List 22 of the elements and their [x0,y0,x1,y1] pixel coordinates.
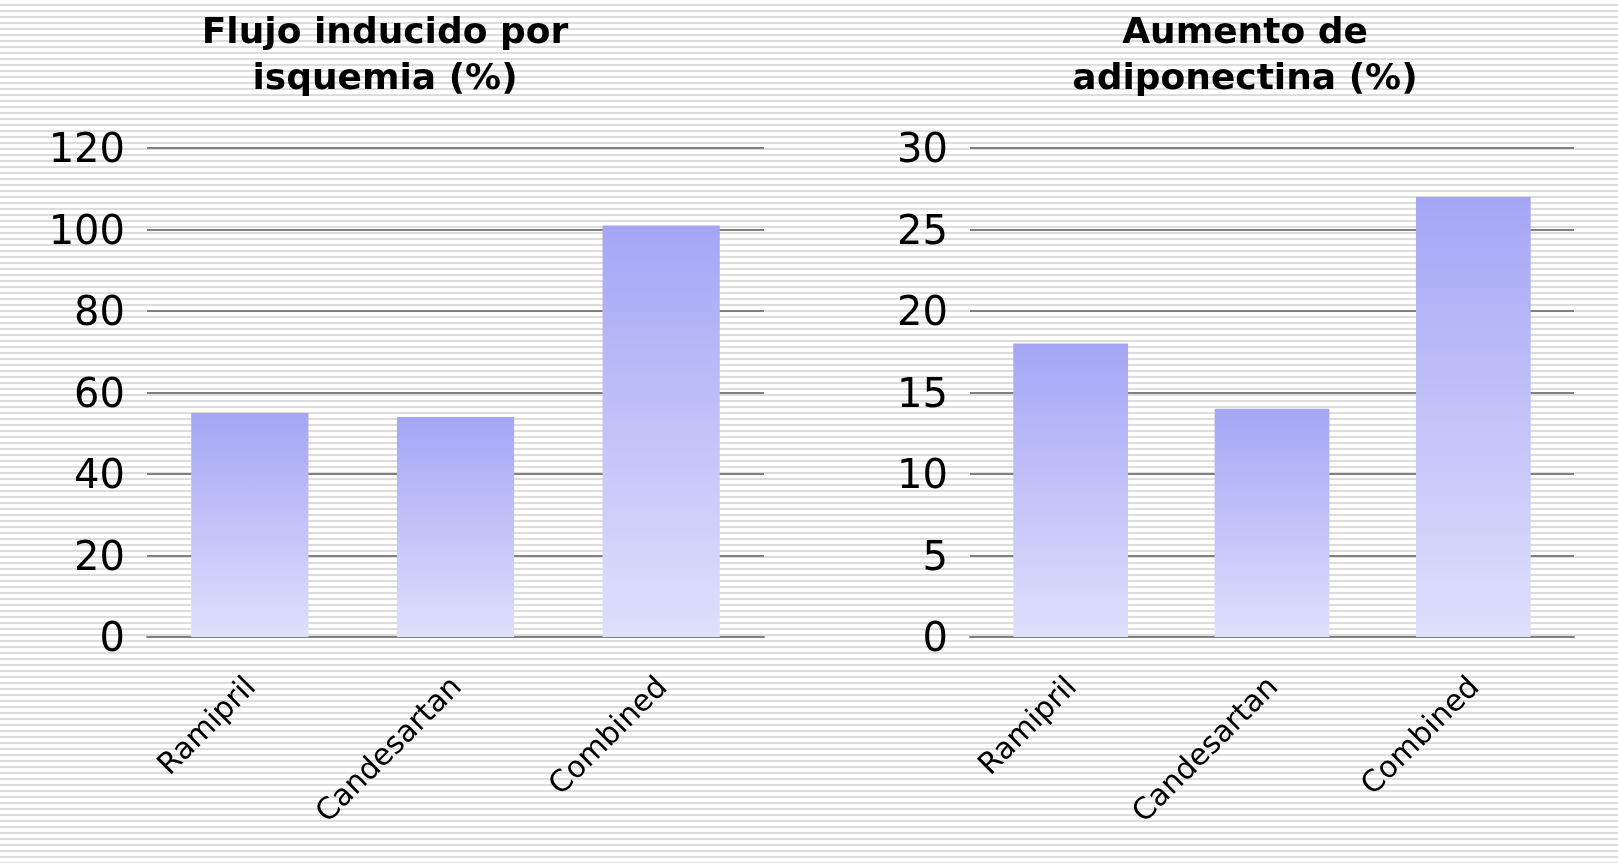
bar [191,412,309,637]
y-tick-label: 15 [897,369,948,416]
y-tick-label: 0 [99,614,125,660]
y-tick-label: 30 [897,125,948,171]
y-tick-label: 80 [74,288,125,334]
y-tick-label: 20 [897,288,948,334]
bar [1013,343,1129,637]
bar [396,416,515,637]
bar [1214,408,1330,637]
y-tick-label: 40 [74,451,125,497]
y-tick-label: 5 [922,532,948,579]
y-tick-label: 100 [48,206,125,253]
bar [1415,196,1531,637]
bar [602,225,720,637]
chart-title: Flujo inducido por isquemia (%) [201,9,569,97]
y-tick-label: 20 [74,532,125,579]
chart-title: Aumento de adiponectina (%) [1072,9,1418,97]
y-tick-label: 120 [48,125,125,171]
y-tick-label: 25 [897,206,948,253]
y-tick-label: 0 [922,614,948,660]
y-tick-label: 10 [897,451,948,497]
y-tick-label: 60 [74,369,125,416]
